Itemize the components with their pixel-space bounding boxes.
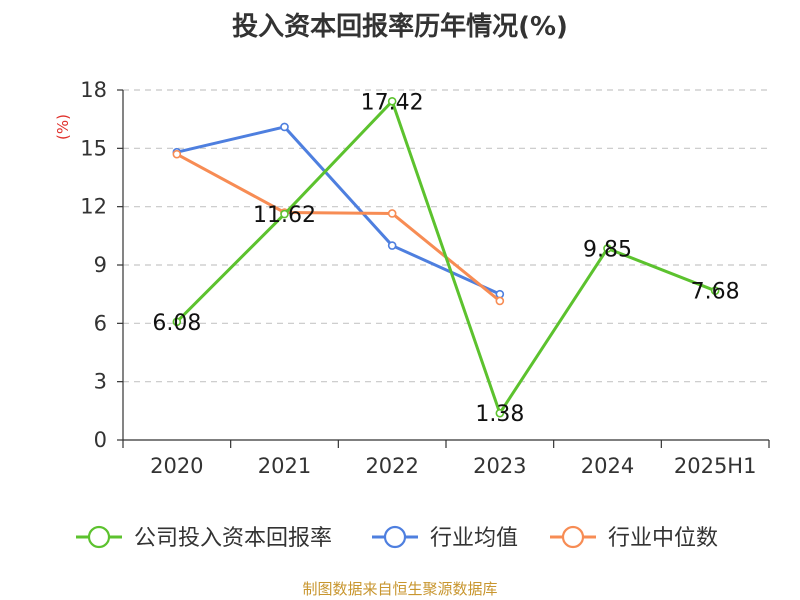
series-line xyxy=(176,152,501,303)
data-point xyxy=(280,209,289,219)
x-tick-label: 2024 xyxy=(581,454,634,478)
legend-label: 行业中位数 xyxy=(608,526,718,551)
data-point xyxy=(172,149,182,159)
series-line xyxy=(175,99,716,415)
data-label: 1.38 xyxy=(475,402,524,427)
data-label: 9.85 xyxy=(583,237,632,262)
legend-marker-icon xyxy=(87,525,111,549)
y-tick-label: 18 xyxy=(80,78,107,102)
data-point xyxy=(387,209,397,218)
data-point xyxy=(495,296,505,306)
data-label: 7.68 xyxy=(691,280,740,305)
data-point xyxy=(280,122,289,132)
y-tick-label: 6 xyxy=(94,311,107,335)
series-line xyxy=(176,125,501,296)
data-point xyxy=(387,241,397,250)
data-label: 6.08 xyxy=(152,311,201,336)
x-tick-label: 2020 xyxy=(150,454,203,478)
legend-marker-icon xyxy=(383,525,407,549)
legend-label: 公司投入资本回报率 xyxy=(134,526,332,551)
data-point xyxy=(603,244,612,253)
y-tick-label: 0 xyxy=(94,428,107,452)
data-point xyxy=(172,317,182,327)
legend-item: 行业均值 xyxy=(372,525,518,551)
y-tick-label: 12 xyxy=(80,195,107,219)
data-point xyxy=(710,286,720,295)
legend-label: 行业均值 xyxy=(430,526,518,551)
x-tick-label: 2021 xyxy=(258,454,311,478)
data-point xyxy=(495,289,505,299)
data-label: 11.62 xyxy=(253,203,316,228)
y-tick-label: 15 xyxy=(80,136,107,160)
series-0 xyxy=(172,96,720,418)
series-1 xyxy=(172,122,505,299)
legend-item: 行业中位数 xyxy=(550,525,718,551)
legend-marker-icon xyxy=(561,525,585,549)
data-point xyxy=(495,408,505,418)
x-tick-label: 2023 xyxy=(473,454,526,478)
source-note: 制图数据来自恒生聚源数据库 xyxy=(302,580,498,598)
x-tick-label: 2025H1 xyxy=(674,454,757,478)
x-tick-label: 2022 xyxy=(365,454,418,478)
y-tick-label: 9 xyxy=(94,253,107,277)
y-axis-label: (%) xyxy=(54,114,72,140)
chart-title: 投入资本回报率历年情况(%) xyxy=(232,12,568,42)
legend-item: 公司投入资本回报率 xyxy=(76,525,332,551)
data-point xyxy=(387,96,397,106)
y-tick-label: 3 xyxy=(94,370,107,394)
data-label: 17.42 xyxy=(361,90,424,115)
